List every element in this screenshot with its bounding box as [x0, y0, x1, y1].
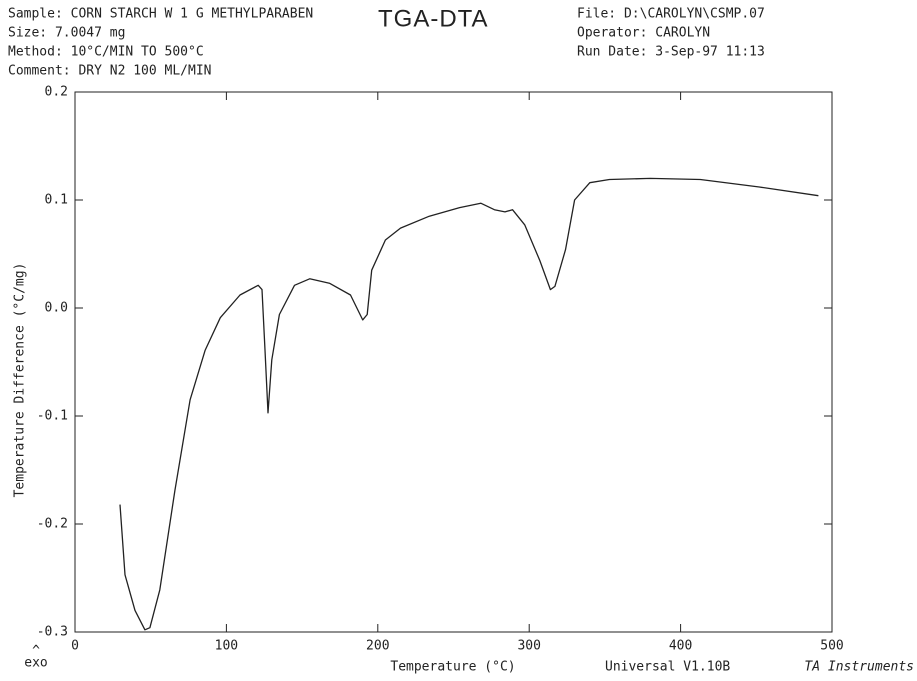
x-tick-label: 400	[669, 639, 692, 654]
info-line: Comment: DRY N2 100 ML/MIN	[8, 64, 212, 79]
y-axis-label: Temperature Difference (°C/mg)	[13, 263, 28, 498]
exo-label: exo	[24, 656, 47, 671]
y-tick-label: -0.1	[37, 409, 68, 424]
plot-frame	[74, 91, 833, 633]
info-line: Run Date: 3-Sep-97 11:13	[577, 45, 765, 60]
info-line: Method: 10°C/MIN TO 500°C	[8, 45, 204, 60]
y-tick-label: 0.0	[45, 301, 68, 316]
info-line: Size: 7.0047 mg	[8, 26, 125, 41]
exo-arrow: ^	[32, 644, 40, 659]
chart-title: TGA-DTA	[378, 5, 489, 32]
y-tick-label: 0.1	[45, 193, 68, 208]
info-line: Operator: CAROLYN	[577, 26, 710, 41]
y-tick-label: 0.2	[45, 85, 68, 100]
info-line: Sample: CORN STARCH W 1 G METHYLPARABEN	[8, 7, 313, 22]
x-tick-label: 100	[215, 639, 238, 654]
footer-brand: TA Instruments	[804, 660, 914, 675]
x-tick-label: 0	[71, 639, 79, 654]
x-axis-label: Temperature (°C)	[390, 660, 515, 675]
y-tick-label: -0.2	[37, 517, 68, 532]
footer: Universal V1.10B	[605, 660, 730, 675]
x-tick-label: 500	[820, 639, 843, 654]
info-line: File: D:\CAROLYN\CSMP.07	[577, 7, 765, 22]
dta-curve	[119, 177, 819, 631]
y-tick-label: -0.3	[37, 625, 68, 640]
x-tick-label: 200	[366, 639, 389, 654]
x-tick-label: 300	[517, 639, 540, 654]
